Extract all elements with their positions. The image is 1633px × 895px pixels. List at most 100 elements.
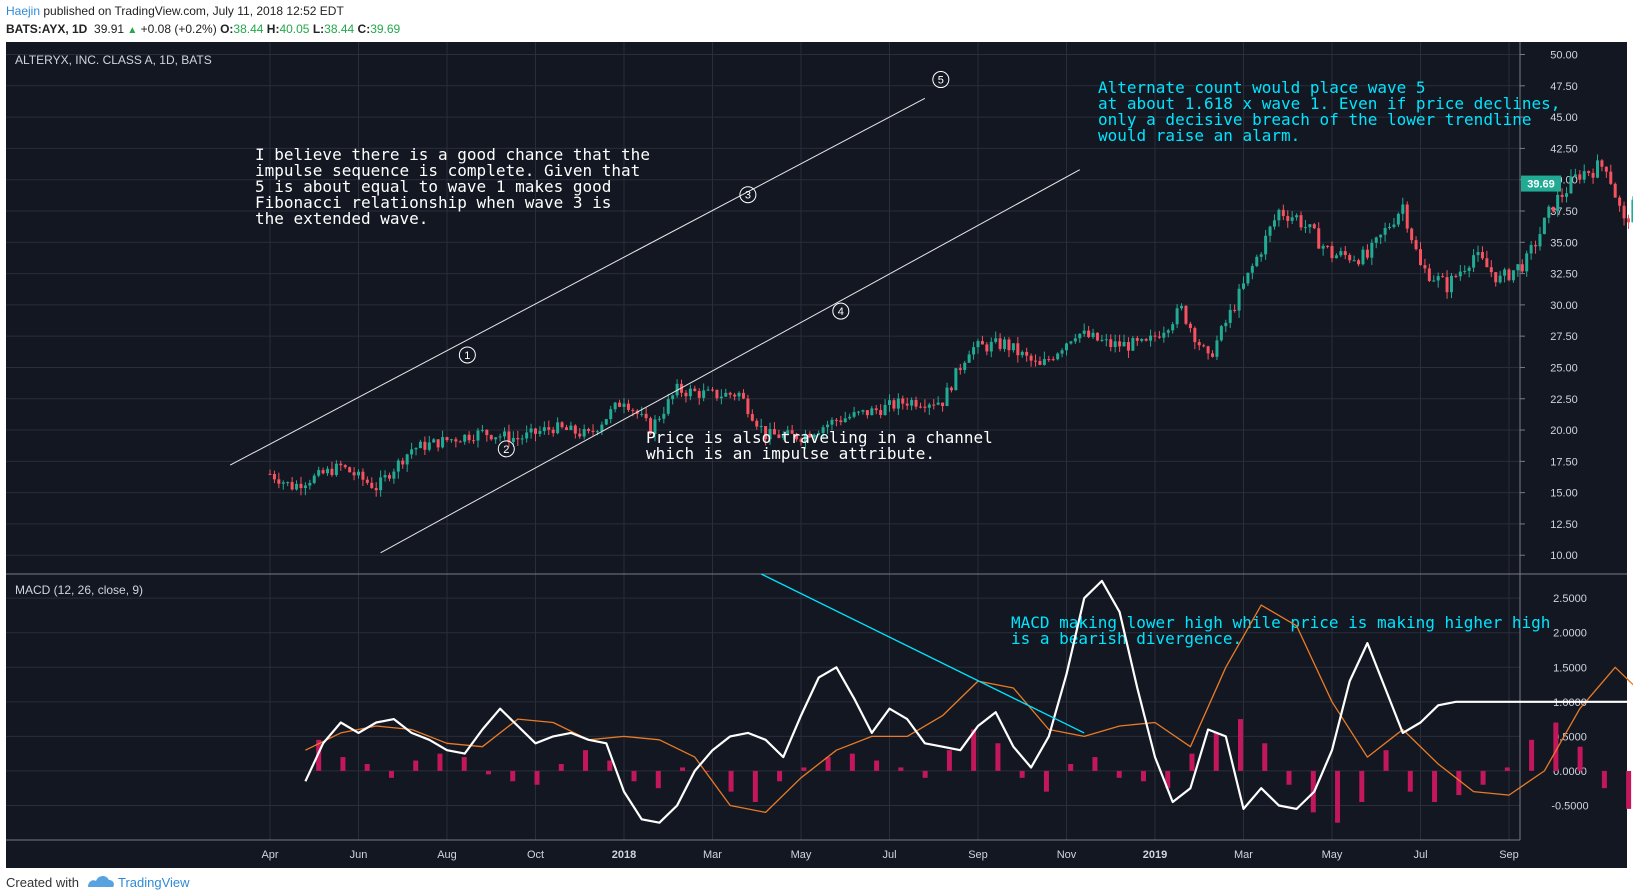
candle-body <box>1383 228 1387 235</box>
candle-body <box>631 409 635 411</box>
candle-body <box>618 402 622 407</box>
price-tick-label: 12.50 <box>1550 519 1578 531</box>
candle-body <box>1507 269 1511 281</box>
alternate-count-note: at about 1.618 x wave 1. Even if price d… <box>1098 94 1560 113</box>
candle-body <box>379 477 383 491</box>
histogram-bar <box>1407 770 1413 792</box>
histogram-bar <box>655 770 661 789</box>
price-tick-label: 17.50 <box>1550 456 1578 468</box>
candle-body <box>1202 345 1206 347</box>
histogram-bar <box>485 770 491 775</box>
candle-body <box>1423 265 1427 269</box>
candle-body <box>1038 361 1042 365</box>
candle-body <box>405 454 409 465</box>
histogram-bar <box>704 770 710 772</box>
candle-body <box>498 436 502 438</box>
alternate-count-note: Alternate count would place wave 5 <box>1098 78 1426 97</box>
histogram-bar <box>1504 767 1510 771</box>
signal-line <box>305 604 1633 814</box>
candle-body <box>613 402 617 410</box>
x-tick-label: Jun <box>350 849 368 861</box>
histogram-bar <box>1019 770 1025 778</box>
histogram-bar <box>946 750 952 771</box>
candle-body <box>746 398 750 414</box>
candle-body <box>1034 360 1038 362</box>
histogram-bar <box>510 770 516 782</box>
candle-body <box>888 400 891 405</box>
candle-body <box>715 389 719 399</box>
candle-body <box>525 432 529 439</box>
candle-body <box>569 425 573 431</box>
candle-body <box>1149 335 1153 341</box>
wave-label-circle <box>832 302 850 320</box>
histogram-bar <box>898 767 904 771</box>
candle-body <box>1388 226 1392 229</box>
x-tick-label: 2019 <box>1143 849 1167 861</box>
low-value: 38.44 <box>324 22 355 36</box>
author-link[interactable]: Haejin <box>6 4 41 18</box>
x-tick-label: 2018 <box>612 849 636 861</box>
candle-body <box>1419 249 1422 266</box>
candle-body <box>1520 264 1524 272</box>
candle-body <box>1631 199 1633 223</box>
candle-body <box>1317 228 1321 249</box>
candle-body <box>423 441 427 450</box>
candle-body <box>781 434 785 438</box>
footer: Created with TradingView <box>0 868 1633 895</box>
candle-body <box>1126 342 1130 351</box>
candle-body <box>817 433 821 435</box>
histogram-bar <box>437 753 443 771</box>
candle-body <box>1485 258 1489 268</box>
candle-body <box>609 409 613 420</box>
candle-body <box>507 431 511 442</box>
candle-body <box>777 434 781 438</box>
candle-body <box>901 398 905 404</box>
candle-body <box>989 341 993 352</box>
histogram-bar <box>971 729 977 771</box>
candle-body <box>768 429 772 440</box>
candle-body <box>640 413 644 415</box>
candle-body <box>1056 353 1060 360</box>
candle-body <box>954 368 958 391</box>
candle-body <box>764 426 768 440</box>
histogram-bar <box>922 770 928 778</box>
histogram-bar <box>1626 770 1632 809</box>
tradingview-link[interactable]: TradingView <box>118 875 190 890</box>
candle-body <box>326 468 330 474</box>
candle-body <box>808 433 812 438</box>
candle-body <box>821 427 825 434</box>
candle-body <box>1224 322 1228 327</box>
candle-body <box>834 419 838 421</box>
candle-body <box>963 362 967 370</box>
candle-body <box>1489 267 1493 273</box>
candle-body <box>1193 328 1197 343</box>
plot-background <box>6 42 1520 840</box>
candle-body <box>1308 224 1312 228</box>
candle-body <box>365 479 369 483</box>
candle-body <box>741 392 745 399</box>
candle-body <box>719 396 723 399</box>
candle-body <box>374 487 378 491</box>
wave-label: 4 <box>838 306 844 318</box>
candle-body <box>865 410 869 416</box>
candle-body <box>489 435 493 440</box>
candle-body <box>1348 255 1352 261</box>
histogram-bar <box>1432 770 1438 802</box>
candle-body <box>1476 252 1480 256</box>
chart-canvas[interactable]: Apr Jun Aug Oct 2018 Mar May Jul Sep Nov 2019 Mar Ma… <box>0 0 1633 868</box>
candle-body <box>1321 245 1325 249</box>
candle-body <box>1286 216 1290 221</box>
upper-channel-line <box>229 97 926 466</box>
histogram-bar <box>1553 722 1559 771</box>
analysis-note: Fibonacci relationship when wave 3 is <box>255 193 611 212</box>
candle-body <box>994 338 998 342</box>
candle-body <box>277 479 281 484</box>
candle-body <box>1556 194 1560 212</box>
candle-body <box>852 412 856 417</box>
histogram-bar <box>1359 770 1365 802</box>
histogram-bar <box>1456 770 1462 796</box>
candle-body <box>1414 240 1418 250</box>
candle-body <box>1374 237 1378 243</box>
candle-body <box>1565 193 1569 197</box>
divergence-note: MACD making lower high while price is ma… <box>1011 613 1550 632</box>
